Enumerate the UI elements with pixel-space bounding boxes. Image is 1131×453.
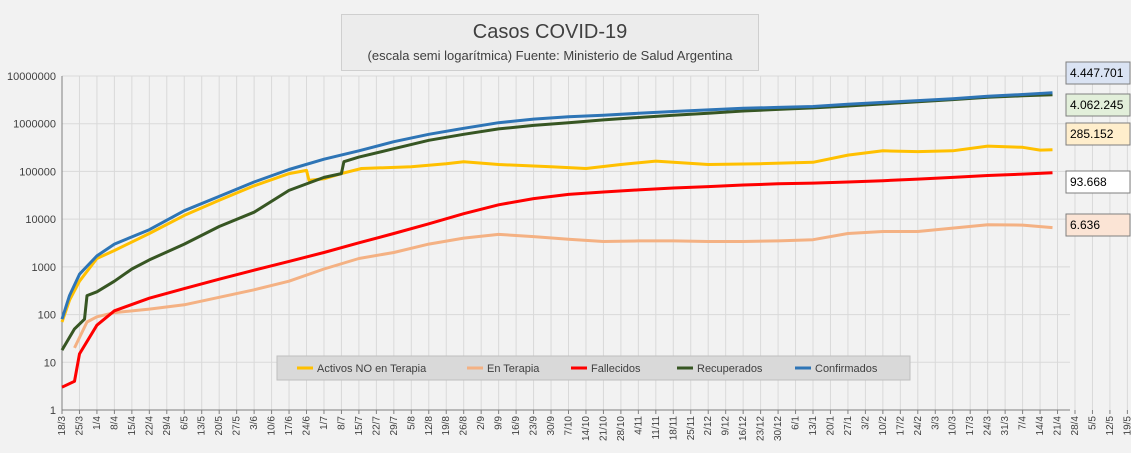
x-tick-label: 5/8 bbox=[406, 416, 417, 430]
x-tick-label: 28/4 bbox=[1070, 416, 1081, 436]
x-tick-label: 13/1 bbox=[808, 416, 819, 436]
end-value-box bbox=[1065, 213, 1131, 237]
x-tick-label: 16/9 bbox=[511, 416, 522, 436]
x-tick-label: 28/10 bbox=[616, 416, 627, 441]
x-tick-label: 25/11 bbox=[686, 416, 697, 441]
legend-label: Fallecidos bbox=[591, 363, 641, 375]
x-tick-label: 16/12 bbox=[738, 416, 749, 441]
x-tick-label: 31/3 bbox=[1000, 416, 1011, 436]
x-tick-label: 3/3 bbox=[930, 416, 941, 430]
x-tick-label: 29/7 bbox=[389, 416, 400, 436]
x-tick-label: 21/10 bbox=[598, 416, 609, 441]
x-tick-label: 14/10 bbox=[581, 416, 592, 441]
end-value-box bbox=[1065, 170, 1131, 194]
x-tick-label: 1/4 bbox=[92, 416, 103, 430]
end-value-box bbox=[1065, 61, 1131, 85]
x-tick-label: 2/12 bbox=[703, 416, 714, 436]
y-tick-label: 10 bbox=[44, 357, 56, 369]
x-tick-label: 20/1 bbox=[825, 416, 836, 436]
series-line-activos-no-en-terapia bbox=[60, 144, 1053, 323]
y-tick-label: 1000000 bbox=[13, 119, 56, 131]
chart-subtitle: (escala semi logarítmica) Fuente: Minist… bbox=[367, 48, 733, 63]
chart-title-box: Casos COVID-19 (escala semi logarítmica)… bbox=[341, 14, 759, 71]
x-tick-label: 23/9 bbox=[529, 416, 540, 436]
x-tick-label: 12/5 bbox=[1105, 416, 1116, 436]
y-tick-label: 100 bbox=[38, 310, 56, 322]
end-value-label: 6.636 bbox=[1070, 218, 1100, 232]
x-tick-label: 10/3 bbox=[948, 416, 959, 436]
x-tick-label: 3/2 bbox=[860, 416, 871, 430]
x-tick-label: 26/8 bbox=[459, 416, 470, 436]
plot-area bbox=[62, 76, 1070, 410]
x-tick-label: 10/6 bbox=[267, 416, 278, 436]
x-tick-label: 17/2 bbox=[895, 416, 906, 436]
x-tick-label: 21/4 bbox=[1053, 416, 1064, 436]
x-tick-label: 8/7 bbox=[336, 416, 347, 430]
x-tick-label: 18/11 bbox=[668, 416, 679, 441]
x-tick-label: 18/3 bbox=[57, 416, 68, 436]
legend-label: Confirmados bbox=[815, 363, 878, 375]
x-tick-label: 20/5 bbox=[214, 416, 225, 436]
end-value-label: 4.062.245 bbox=[1070, 98, 1124, 112]
x-tick-label: 9/12 bbox=[721, 416, 732, 436]
y-tick-label: 10000000 bbox=[7, 71, 56, 83]
y-tick-label: 1000 bbox=[32, 262, 56, 274]
x-tick-label: 7/10 bbox=[563, 416, 574, 436]
x-tick-label: 6/1 bbox=[791, 416, 802, 430]
x-tick-label: 27/1 bbox=[843, 416, 854, 436]
legend-label: En Terapia bbox=[487, 363, 540, 375]
y-tick-label: 10000 bbox=[25, 214, 56, 226]
x-tick-label: 15/4 bbox=[127, 416, 138, 436]
series-line-fallecidos bbox=[61, 171, 1053, 389]
legend-label: Activos NO en Terapia bbox=[317, 363, 427, 375]
end-value-label: 93.668 bbox=[1070, 175, 1107, 189]
x-tick-label: 17/6 bbox=[284, 416, 295, 436]
y-tick-label: 100000 bbox=[19, 166, 56, 178]
series-line-confirmados bbox=[60, 91, 1053, 320]
x-tick-label: 24/2 bbox=[913, 416, 924, 436]
chart-title: Casos COVID-19 bbox=[472, 21, 628, 43]
x-tick-label: 2/9 bbox=[476, 416, 487, 430]
x-tick-label: 24/6 bbox=[302, 416, 313, 436]
y-tick-label: 1 bbox=[50, 405, 56, 417]
x-tick-label: 27/5 bbox=[232, 416, 243, 436]
x-tick-label: 29/4 bbox=[162, 416, 173, 436]
x-tick-label: 23/12 bbox=[756, 416, 767, 441]
x-tick-label: 22/7 bbox=[371, 416, 382, 436]
x-tick-label: 8/4 bbox=[109, 416, 120, 430]
end-value-box bbox=[1065, 93, 1131, 117]
legend-label: Recuperados bbox=[697, 363, 763, 375]
x-tick-label: 9/9 bbox=[494, 416, 505, 430]
x-tick-label: 10/2 bbox=[878, 416, 889, 436]
x-tick-label: 13/5 bbox=[197, 416, 208, 436]
series-line-en-terapia bbox=[73, 223, 1053, 349]
x-tick-label: 22/4 bbox=[144, 416, 155, 436]
end-value-label: 4.447.701 bbox=[1070, 66, 1124, 80]
x-tick-label: 5/5 bbox=[1087, 416, 1098, 430]
x-tick-label: 14/4 bbox=[1035, 416, 1046, 436]
end-value-box bbox=[1065, 122, 1131, 146]
x-tick-label: 4/11 bbox=[633, 416, 644, 435]
x-tick-label: 1/7 bbox=[319, 416, 330, 430]
x-tick-label: 3/6 bbox=[249, 416, 260, 430]
x-tick-label: 24/3 bbox=[983, 416, 994, 436]
x-tick-label: 11/11 bbox=[651, 416, 662, 440]
x-tick-label: 30/9 bbox=[546, 416, 557, 436]
series-line-recuperados bbox=[60, 93, 1053, 351]
x-tick-label: 25/3 bbox=[74, 416, 85, 436]
x-tick-label: 19/5 bbox=[1122, 416, 1131, 436]
x-tick-label: 7/4 bbox=[1018, 416, 1029, 430]
x-tick-label: 12/8 bbox=[424, 416, 435, 436]
end-value-label: 285.152 bbox=[1070, 127, 1114, 141]
x-tick-label: 17/3 bbox=[965, 416, 976, 436]
x-tick-label: 19/8 bbox=[441, 416, 452, 436]
x-tick-label: 30/12 bbox=[773, 416, 784, 441]
x-tick-label: 15/7 bbox=[354, 416, 365, 436]
x-tick-label: 6/5 bbox=[179, 416, 190, 430]
